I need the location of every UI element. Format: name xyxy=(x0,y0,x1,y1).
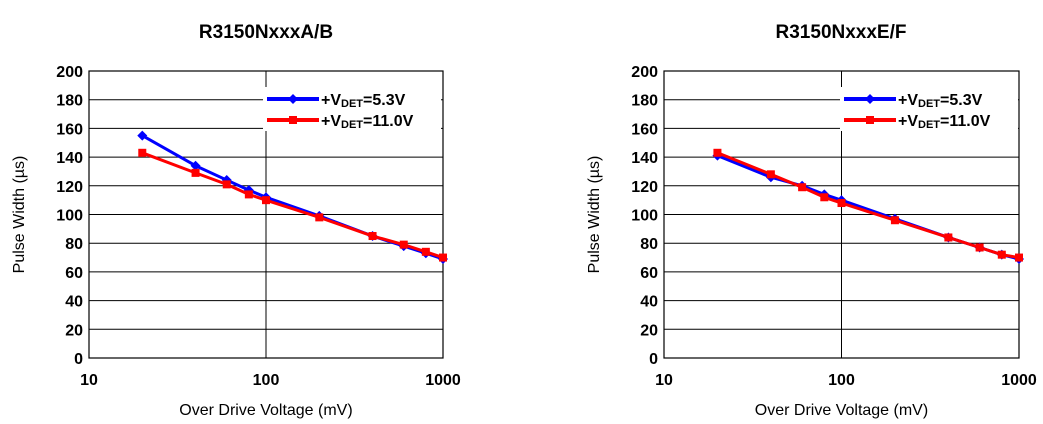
legend-suffix: =11.0V xyxy=(940,113,991,130)
x-axis-label: Over Drive Voltage (mV) xyxy=(179,402,352,419)
data-point xyxy=(997,250,1006,259)
data-point xyxy=(798,183,807,192)
x-tick-label: 100 xyxy=(253,372,280,389)
x-axis-label: Over Drive Voltage (mV) xyxy=(755,402,928,419)
y-tick-label: 140 xyxy=(56,150,83,167)
legend-suffix: =5.3V xyxy=(940,92,983,109)
legend-prefix: +V xyxy=(321,92,341,109)
legend-item-2: +VDET=11.0V xyxy=(267,113,414,131)
y-tick-label: 80 xyxy=(65,236,83,253)
legend-label: +VDET=11.0V xyxy=(898,113,991,131)
y-tick-label: 20 xyxy=(65,322,83,339)
legend-item-1: +VDET=5.3V xyxy=(267,92,406,110)
y-tick-label: 140 xyxy=(631,150,658,167)
data-point xyxy=(222,180,231,189)
legend-suffix: =11.0V xyxy=(363,113,414,130)
legend-item-1: +VDET=5.3V xyxy=(844,92,983,110)
y-tick-label: 120 xyxy=(56,179,83,196)
y-tick-label: 0 xyxy=(649,351,658,368)
series-2 xyxy=(713,148,1023,262)
legend-prefix: +V xyxy=(898,92,918,109)
data-point xyxy=(439,253,447,262)
data-point xyxy=(262,196,270,205)
series-line xyxy=(716,151,1020,260)
legend-label: +VDET=11.0V xyxy=(321,113,414,131)
x-tick-label: 100 xyxy=(828,372,855,389)
legend-marker xyxy=(289,116,297,124)
y-tick-label: 80 xyxy=(640,236,658,253)
data-point xyxy=(820,193,829,202)
data-point xyxy=(315,213,324,222)
series-2 xyxy=(138,148,447,262)
data-point xyxy=(975,243,984,252)
y-tick-label: 0 xyxy=(74,351,83,368)
plot-frame xyxy=(663,70,1020,359)
y-tick-label: 60 xyxy=(65,265,83,282)
plot-frame xyxy=(88,70,444,359)
data-point xyxy=(190,160,201,171)
data-point xyxy=(944,233,953,242)
legend-marker xyxy=(288,94,298,104)
x-tick-label: 1000 xyxy=(1001,372,1037,389)
y-axis-label: Pulse Width (µs) xyxy=(586,156,603,274)
data-point xyxy=(713,148,722,157)
x-tick-label: 10 xyxy=(655,372,673,389)
data-point xyxy=(1015,253,1023,262)
series-line xyxy=(141,151,444,259)
legend-marker xyxy=(865,94,875,104)
y-tick-label: 60 xyxy=(640,265,658,282)
data-point xyxy=(399,240,408,249)
legend-label: +VDET=5.3V xyxy=(898,92,983,110)
chart-title: R3150NxxxE/F xyxy=(776,22,907,43)
data-point xyxy=(191,168,200,177)
legend-label: +VDET=5.3V xyxy=(321,92,406,110)
data-point xyxy=(837,199,846,208)
y-tick-label: 120 xyxy=(631,179,658,196)
y-tick-label: 160 xyxy=(631,121,658,138)
legend-prefix: +V xyxy=(898,113,918,130)
y-axis-label: Pulse Width (µs) xyxy=(11,156,28,274)
series-line xyxy=(141,134,444,261)
legend-item-2: +VDET=11.0V xyxy=(844,113,991,131)
legend-marker xyxy=(866,116,874,124)
data-point xyxy=(138,148,147,157)
data-point xyxy=(766,170,775,179)
data-point xyxy=(890,216,899,225)
y-tick-label: 100 xyxy=(56,208,83,225)
y-tick-label: 100 xyxy=(631,208,658,225)
data-point xyxy=(421,247,430,256)
data-point xyxy=(244,190,253,199)
chart-title: R3150NxxxA/B xyxy=(199,22,333,43)
legend-subscript: DET xyxy=(918,119,940,131)
legend-subscript: DET xyxy=(341,119,363,131)
chart-1: R3150NxxxA/B 0 20 40 60 80 100 120 140 160 180 200 1… xyxy=(11,22,461,419)
legend-suffix: =5.3V xyxy=(363,92,406,109)
y-tick-label: 160 xyxy=(56,121,83,138)
y-tick-label: 200 xyxy=(56,64,83,81)
y-tick-label: 40 xyxy=(640,294,658,311)
y-tick-label: 40 xyxy=(65,294,83,311)
data-point xyxy=(137,130,148,141)
legend-subscript: DET xyxy=(918,98,940,110)
y-tick-label: 200 xyxy=(631,64,658,81)
chart-2: R3150NxxxE/F 0 20 40 60 80 100 120 140 160 180 200 1… xyxy=(586,22,1037,419)
legend-prefix: +V xyxy=(321,113,341,130)
y-tick-label: 180 xyxy=(631,93,658,110)
x-tick-label: 10 xyxy=(80,372,98,389)
y-tick-label: 180 xyxy=(56,93,83,110)
legend-subscript: DET xyxy=(341,98,363,110)
x-tick-label: 1000 xyxy=(425,372,461,389)
y-tick-label: 20 xyxy=(640,322,658,339)
data-point xyxy=(368,232,377,241)
